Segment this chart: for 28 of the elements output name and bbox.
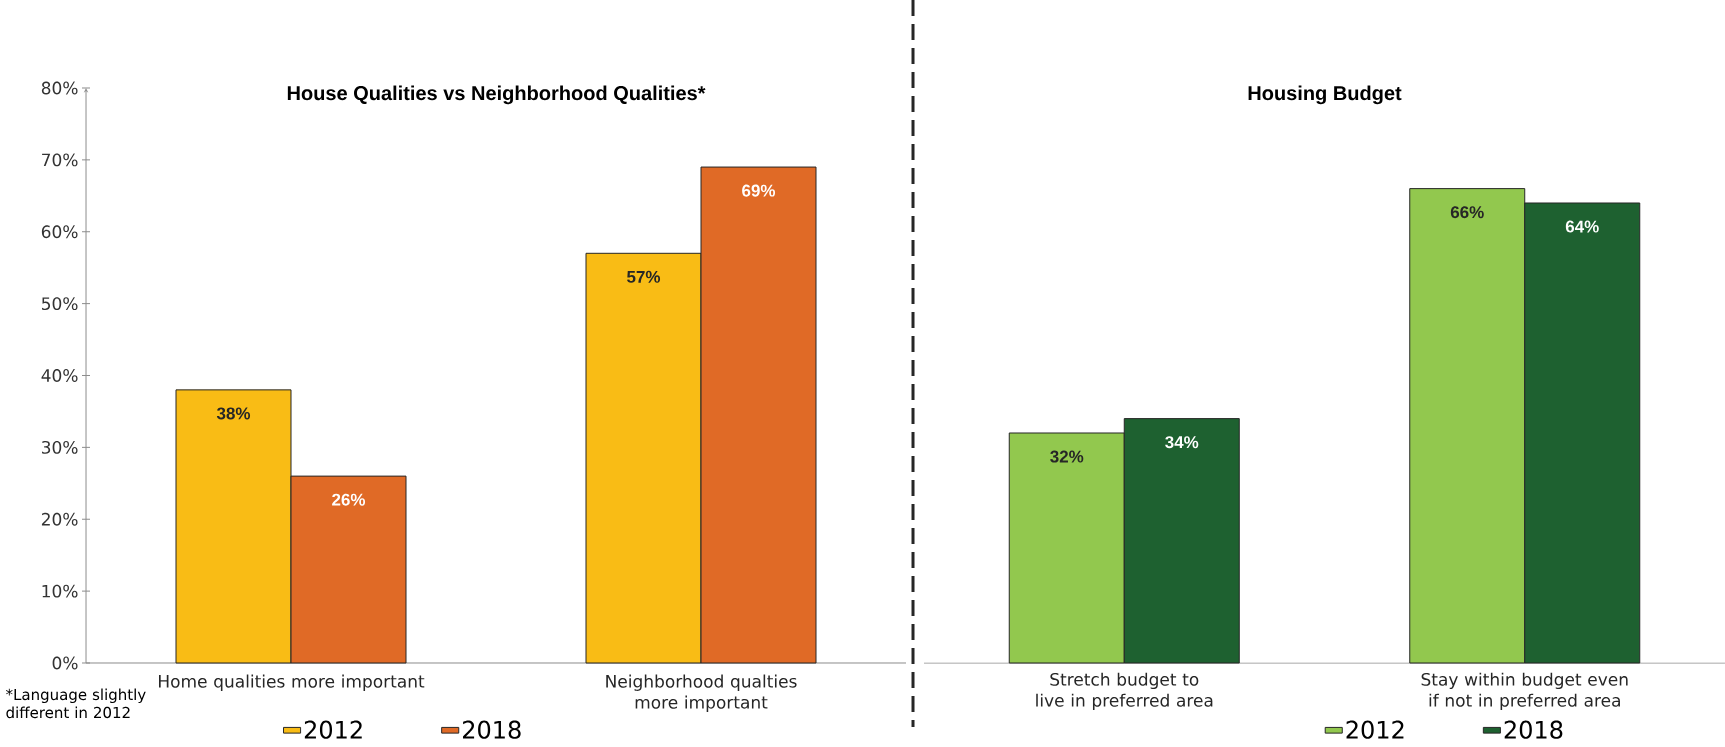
data-label: 38% [216, 407, 251, 420]
y-tick-label: 20% [41, 512, 78, 526]
legend-label: 2018 [462, 720, 521, 739]
x-tick-label: Home qualities more important [159, 674, 425, 691]
chart-title: Housing Budget [1248, 85, 1402, 105]
legend-label: 2012 [1346, 720, 1404, 739]
chart-title: House Qualities vs Neighborhood Qualities* [287, 85, 706, 105]
data-label: 26% [332, 493, 366, 506]
data-label: 64% [1565, 220, 1599, 233]
y-tick-label: 60% [41, 225, 78, 239]
x-tick-label: Stretch budget to live in preferred area [1036, 672, 1213, 711]
y-tick-label: 70% [42, 153, 78, 167]
y-tick-label: 50% [42, 297, 78, 311]
y-tick-label: 30% [42, 440, 78, 454]
y-tick-label: 10% [42, 584, 78, 598]
legend-label: 2012 [304, 720, 362, 739]
text: *Language slightly different in 2012 [5, 688, 146, 719]
data-label: 66% [1450, 206, 1484, 219]
y-tick-label: 80% [41, 81, 78, 95]
legend-label: 2018 [1504, 720, 1563, 739]
y-tick-label: 0% [52, 656, 78, 670]
x-tick-label: Neighborhood qualties more important [606, 674, 797, 712]
data-label: 69% [742, 184, 776, 197]
y-tick-label: 40% [41, 369, 78, 382]
data-label: 57% [627, 270, 661, 283]
data-label: 34% [1165, 436, 1199, 449]
x-tick-label: Stay within budget even if not in preferred area [1421, 672, 1628, 711]
data-label: 32% [1050, 450, 1084, 463]
